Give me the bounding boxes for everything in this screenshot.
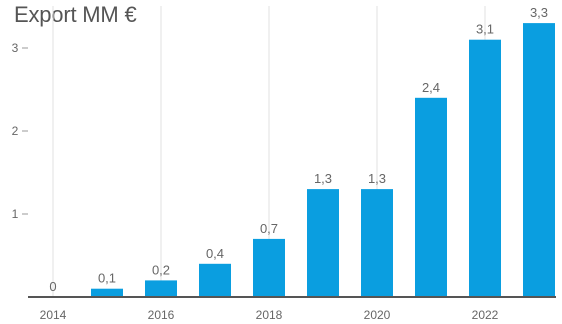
y-tick-label: 2	[12, 124, 19, 138]
data-label: 0,7	[260, 221, 278, 236]
y-tick-label: 3	[12, 41, 19, 55]
data-label: 0,2	[152, 262, 170, 277]
x-tick-label: 2014	[40, 308, 67, 322]
bar	[523, 23, 555, 297]
data-label: 0	[49, 279, 56, 294]
data-label: 0,4	[206, 246, 224, 261]
x-tick-label: 2020	[364, 308, 391, 322]
bar	[91, 288, 123, 297]
bar	[361, 189, 393, 297]
data-label: 3,3	[530, 5, 548, 20]
bar	[307, 189, 339, 297]
data-label: 1,3	[314, 171, 332, 186]
bar	[145, 280, 177, 297]
y-tick-label: 1	[12, 207, 19, 221]
bar	[469, 39, 501, 297]
data-label: 0,1	[98, 271, 116, 286]
bar	[253, 238, 285, 297]
x-tick-label: 2016	[148, 308, 175, 322]
x-tick-label: 2018	[256, 308, 283, 322]
data-label: 3,1	[476, 22, 494, 37]
data-label: 1,3	[368, 171, 386, 186]
bar	[199, 263, 231, 297]
x-tick-label: 2022	[472, 308, 499, 322]
chart-title: Export MM €	[14, 2, 137, 27]
bar	[415, 97, 447, 297]
data-label: 2,4	[422, 80, 440, 95]
